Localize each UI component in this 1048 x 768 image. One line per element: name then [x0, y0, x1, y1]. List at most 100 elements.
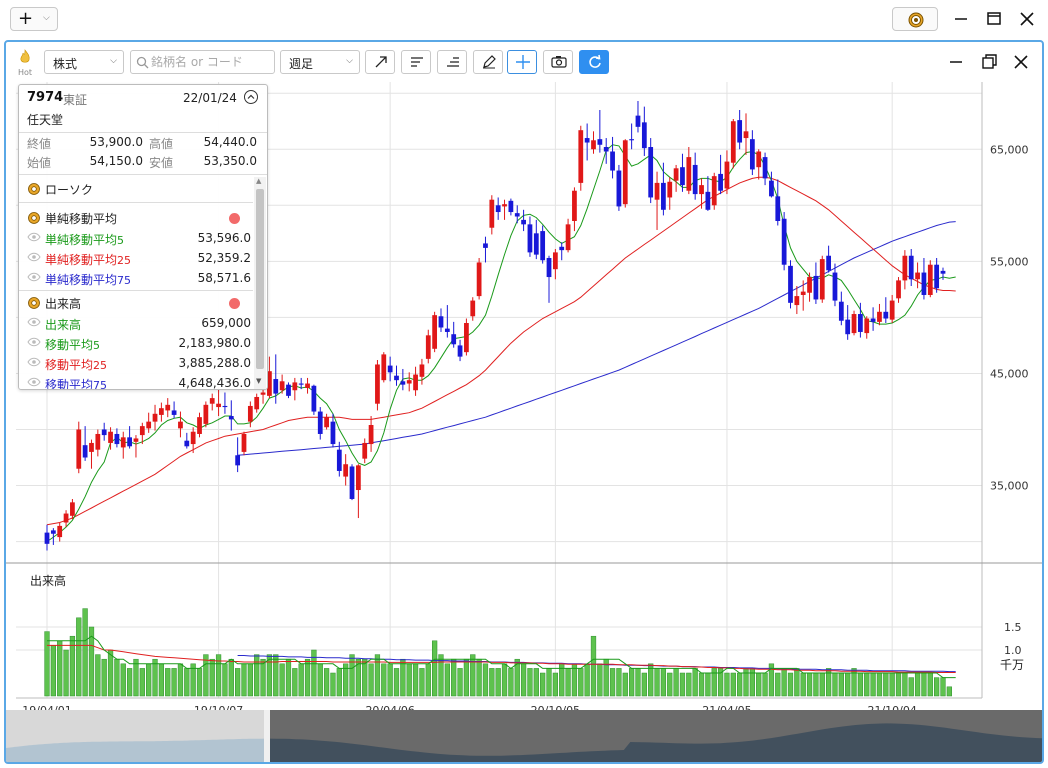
trendline-tool-button[interactable] — [365, 50, 395, 74]
panel-close-button[interactable] — [1011, 52, 1031, 72]
scroll-down-icon[interactable]: ▼ — [256, 377, 262, 385]
volume-bar — [902, 672, 908, 697]
candle-body — [794, 296, 800, 306]
eye-icon[interactable] — [27, 272, 41, 282]
period-select[interactable]: 週足 ⌵ — [280, 50, 360, 74]
panel-scrollbar[interactable]: ▲ ▼ — [254, 177, 266, 389]
close-window-button[interactable] — [1016, 8, 1038, 30]
volume-bar — [800, 672, 806, 697]
candle-body — [444, 328, 450, 332]
panel-restore-button[interactable] — [979, 52, 999, 72]
candle-body — [241, 433, 247, 452]
vol-ma75-name: 移動平均75 — [45, 378, 108, 390]
candle-body — [622, 140, 628, 205]
volume-bar — [546, 668, 552, 697]
candle-body — [184, 440, 190, 447]
volume-bar — [254, 654, 260, 697]
maximize-window-button[interactable] — [983, 8, 1005, 30]
eye-icon[interactable] — [27, 357, 41, 367]
candle-body — [419, 364, 425, 377]
price-tick-label: 45,000 — [990, 367, 1029, 380]
volume-bar — [520, 663, 527, 697]
gear-icon[interactable] — [27, 211, 41, 225]
candle-body — [597, 139, 603, 145]
vol-ma75-value: 4,648,436.0 — [178, 376, 251, 390]
volume-bar — [895, 672, 902, 697]
volume-bar — [152, 658, 158, 697]
minimize-window-button[interactable] — [950, 8, 972, 30]
sort-desc-button[interactable] — [437, 50, 467, 74]
volume-bar — [114, 658, 120, 697]
volume-bar — [495, 668, 501, 697]
candle-body — [286, 384, 291, 396]
volume-bar — [82, 608, 88, 697]
scroll-thumb[interactable] — [256, 189, 264, 369]
navigator-area — [6, 738, 264, 762]
candle-body — [483, 243, 488, 248]
volume-bar — [698, 672, 705, 697]
gear-icon[interactable] — [27, 296, 41, 310]
crosshair-tool-button[interactable] — [507, 50, 537, 74]
search-input[interactable] — [151, 54, 271, 70]
candle-body — [559, 246, 565, 251]
range-navigator[interactable] — [6, 710, 1042, 762]
volume-bar — [57, 640, 63, 697]
refresh-button[interactable] — [579, 50, 609, 74]
remove-indicator-dot[interactable] — [229, 213, 240, 224]
volume-chart[interactable]: 1.0 1.5 19/04/01 19/10/07 20/04/06 20/10/05 2… — [6, 564, 1042, 710]
screenshot-button[interactable] — [543, 50, 573, 74]
candle-body — [730, 121, 736, 163]
eye-icon[interactable] — [27, 337, 41, 347]
volume-bar — [914, 672, 921, 697]
candle-body — [908, 255, 914, 280]
eye-icon[interactable] — [27, 232, 41, 242]
volume-bar — [241, 663, 247, 697]
candle-body — [489, 199, 495, 228]
sort-asc-button[interactable] — [401, 50, 431, 74]
candle-body — [235, 455, 241, 466]
candle-body — [178, 421, 183, 429]
eye-icon[interactable] — [27, 252, 41, 262]
date-tick-label: 21/04/05 — [702, 704, 751, 710]
hot-button[interactable]: Hot — [14, 48, 36, 77]
volume-bar — [457, 668, 463, 697]
volume-bar — [50, 645, 56, 697]
candle-body — [819, 259, 825, 300]
gear-icon[interactable] — [27, 182, 41, 196]
navigator-handle-left[interactable] — [264, 710, 270, 762]
candle-body — [902, 255, 908, 281]
candle-body — [552, 252, 558, 270]
candle-body — [743, 131, 749, 139]
collapse-panel-button[interactable] — [243, 89, 259, 105]
price-chart[interactable]: 35,000 45,000 55,000 65,000 — [6, 82, 1042, 564]
high-label: 高値 — [149, 137, 174, 151]
volume-bar — [273, 654, 279, 697]
volume-bar — [419, 668, 425, 697]
draw-tool-button[interactable] — [473, 50, 503, 74]
eye-icon[interactable] — [27, 317, 41, 327]
add-chart-button[interactable]: + ⌵ — [10, 7, 58, 31]
settings-button[interactable] — [892, 7, 938, 31]
candle-body — [705, 191, 711, 210]
hot-label: Hot — [17, 68, 33, 77]
panel-minimize-button[interactable] — [946, 52, 966, 72]
scroll-up-icon[interactable]: ▲ — [256, 177, 262, 185]
market-select[interactable]: 株式 ⌵ — [44, 50, 124, 74]
volume-bar — [724, 672, 730, 697]
refresh-icon — [589, 54, 601, 68]
symbol-search[interactable] — [130, 50, 275, 74]
candle-body — [228, 416, 234, 420]
candle-body — [813, 275, 819, 300]
candle-body — [572, 190, 577, 221]
volume-bar — [628, 668, 635, 697]
candle-body — [133, 438, 139, 442]
volume-bar — [88, 626, 95, 697]
candle-body — [89, 442, 94, 452]
remove-indicator-dot[interactable] — [229, 298, 240, 309]
candle-body — [209, 398, 215, 404]
sma75-value: 58,571.6 — [197, 271, 251, 285]
eye-icon[interactable] — [27, 377, 41, 387]
candle-body — [838, 301, 844, 321]
candle-body — [451, 334, 457, 345]
